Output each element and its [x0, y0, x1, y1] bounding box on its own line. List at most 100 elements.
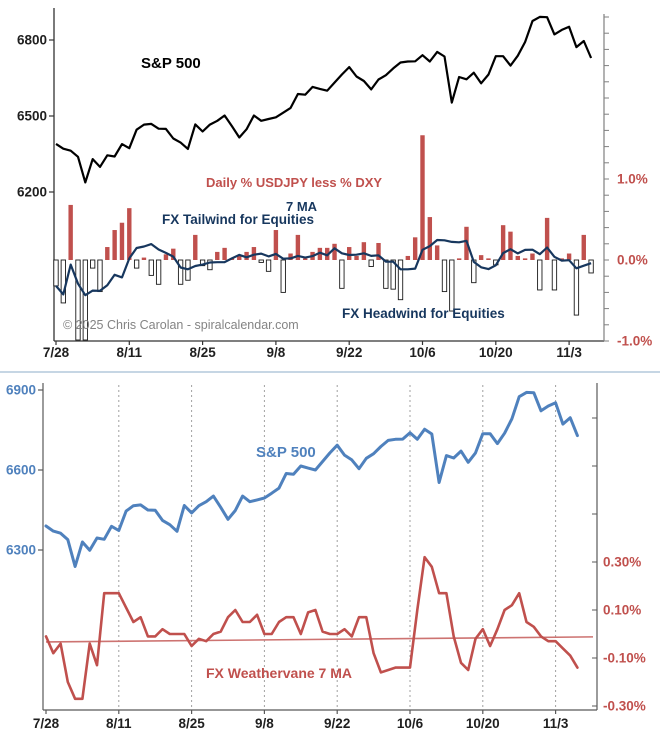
- bar-positive: [222, 247, 227, 260]
- bar-negative: [449, 259, 455, 312]
- axis-tick-label: 9/8: [255, 716, 274, 731]
- bar-negative: [177, 259, 184, 285]
- axis-tick-label: 0.10%: [603, 603, 641, 618]
- axis-tick-label: 6800: [17, 33, 47, 48]
- axis-tick-label: 7/28: [43, 345, 70, 360]
- top-chart-title: S&P 500: [141, 55, 201, 72]
- axis-tick-label: 8/25: [189, 345, 216, 360]
- bar-positive: [127, 208, 132, 260]
- axis-tick-label: 9/22: [336, 345, 362, 360]
- bar-positive: [522, 258, 528, 260]
- bar-negative: [53, 259, 59, 287]
- bar-positive: [376, 242, 381, 260]
- bar-positive: [456, 258, 462, 260]
- bar-positive: [347, 247, 352, 260]
- usdjpy-dxy-bars: [53, 135, 594, 341]
- bar-positive: [405, 255, 411, 260]
- fx-tailwind-label: FX Tailwind for Equities: [162, 212, 315, 227]
- bar-positive: [215, 251, 220, 260]
- bar-negative: [265, 259, 272, 272]
- bar-positive: [544, 217, 550, 260]
- bar-negative: [573, 259, 580, 316]
- axis-tick-label: 8/11: [117, 345, 143, 360]
- bar-positive: [251, 247, 257, 260]
- bar-positive: [559, 258, 564, 260]
- bar-positive: [420, 135, 425, 260]
- sp500-line-bottom: [44, 390, 579, 568]
- bottom-chart-title: S&P 500: [256, 444, 316, 461]
- bar-negative: [551, 259, 558, 291]
- bar-negative: [397, 259, 404, 301]
- bar-positive: [112, 230, 117, 260]
- axis-tick-label: 11/3: [556, 345, 582, 360]
- bottom-chart: 6900 6600 6300 0.30% 0.10% -0.10% -0.30% 7/28 8/…: [6, 383, 646, 732]
- weathervane-trendline: [45, 636, 594, 643]
- bar-positive: [581, 234, 586, 260]
- bar-series-label: Daily % USDJPY less % DXY: [206, 175, 383, 190]
- bar-negative: [148, 259, 154, 276]
- bar-negative: [383, 259, 389, 289]
- bar-negative: [82, 259, 88, 341]
- axis-tick-label: 8/11: [106, 716, 132, 731]
- bar-negative: [60, 259, 66, 304]
- axis-tick-label: 8/25: [178, 716, 205, 731]
- bar-positive: [332, 243, 337, 260]
- axis-tick-label: 9/8: [267, 345, 286, 360]
- bar-positive: [68, 204, 73, 260]
- copyright-text: © 2025 Chris Carolan - spiralcalendar.co…: [63, 318, 299, 332]
- axis-tick-label: 10/6: [397, 716, 424, 731]
- fx-headwind-label: FX Headwind for Equities: [342, 306, 505, 321]
- bar-negative: [368, 259, 374, 267]
- bar-positive: [288, 253, 293, 260]
- bar-negative: [207, 259, 213, 271]
- bar-negative: [97, 259, 103, 293]
- axis-tick-label: -1.0%: [617, 334, 652, 349]
- bar-negative: [89, 259, 96, 269]
- axis-tick-label: 7/28: [33, 716, 60, 731]
- top-chart: 6800 6500 6200 1.0% 0.0% -1.0% 7/28 8/11 8/25 9/8…: [17, 8, 652, 360]
- axis-tick-label: 6300: [6, 543, 36, 558]
- bar-positive: [193, 234, 198, 260]
- axis-tick-label: 9/22: [324, 716, 350, 731]
- bar-positive: [478, 255, 484, 260]
- bar-negative: [441, 259, 448, 293]
- bar-positive: [119, 222, 125, 260]
- bar-positive: [105, 247, 110, 260]
- bar-negative: [390, 259, 396, 290]
- bar-negative: [258, 259, 264, 263]
- bar-positive: [508, 231, 513, 260]
- axis-tick-label: 10/6: [409, 345, 436, 360]
- bar-positive: [171, 248, 176, 260]
- bar-positive: [486, 258, 491, 260]
- weathervane-line: [44, 555, 579, 701]
- ma7-line: [55, 238, 592, 297]
- axis-tick-label: 10/20: [466, 716, 500, 731]
- bar-positive: [317, 247, 323, 260]
- axis-tick-label: 0.30%: [603, 555, 641, 570]
- bar-positive: [500, 225, 506, 260]
- bar-positive: [361, 242, 367, 260]
- axis-tick-label: 11/3: [543, 716, 569, 731]
- bar-negative: [280, 259, 286, 293]
- axis-tick-label: 10/20: [479, 345, 513, 360]
- ma7-label: 7 MA: [286, 199, 318, 214]
- bar-positive: [237, 255, 242, 260]
- bar-positive: [295, 234, 301, 260]
- bar-positive: [412, 237, 418, 260]
- bar-negative: [155, 259, 162, 285]
- axis-tick-label: -0.30%: [603, 699, 646, 714]
- axis-tick-label: -0.10%: [603, 651, 646, 666]
- bar-positive: [244, 251, 249, 260]
- bar-negative: [339, 259, 345, 289]
- bar-negative: [537, 259, 543, 291]
- bar-positive: [566, 253, 572, 260]
- sp500-line-top: [55, 15, 593, 184]
- bar-negative: [588, 259, 594, 274]
- bar-positive: [354, 255, 359, 260]
- bar-positive: [515, 255, 520, 260]
- bar-positive: [141, 257, 147, 260]
- bar-positive: [273, 230, 279, 260]
- axis-tick-label: 6500: [17, 108, 47, 123]
